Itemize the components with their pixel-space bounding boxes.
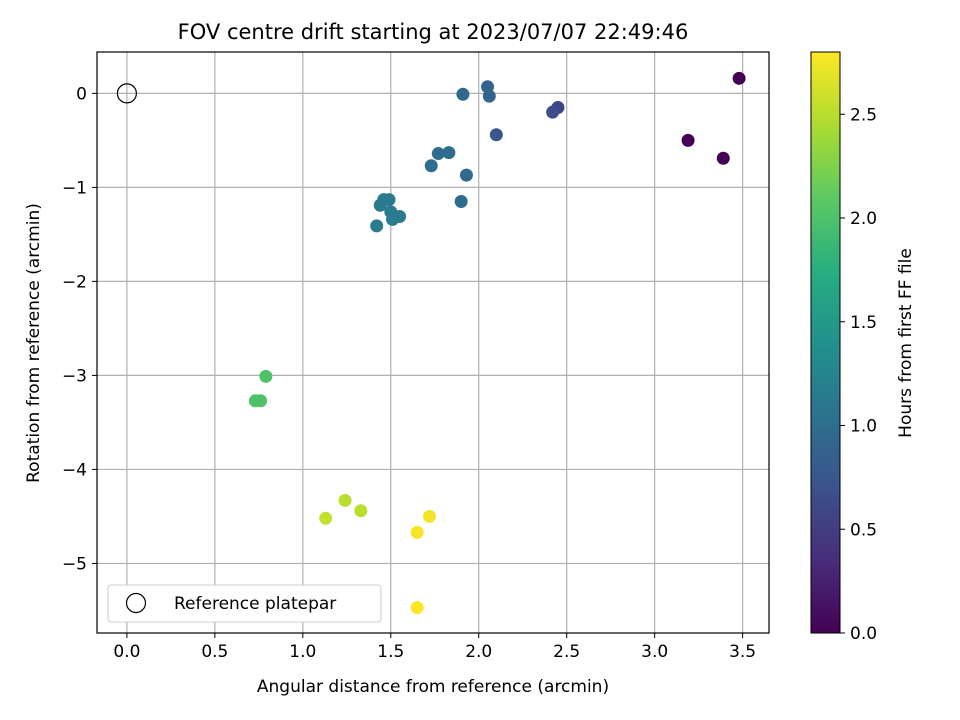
x-tick-label: 1.0 bbox=[289, 642, 316, 662]
chart-title: FOV centre drift starting at 2023/07/07 … bbox=[178, 20, 689, 44]
x-axis-ticks: 0.0 0.5 1.0 1.5 2.0 2.5 3.0 3.5 bbox=[113, 633, 756, 662]
data-point bbox=[716, 151, 730, 165]
data-point bbox=[546, 105, 560, 119]
data-point bbox=[254, 394, 268, 408]
grid-lines bbox=[97, 52, 769, 633]
data-point bbox=[456, 87, 470, 101]
data-point bbox=[386, 212, 400, 226]
colorbar-tick-label: 0.0 bbox=[850, 624, 877, 644]
data-point bbox=[431, 147, 445, 161]
data-point bbox=[354, 504, 368, 518]
y-tick-label: −3 bbox=[62, 366, 87, 386]
colorbar-tick-label: 1.0 bbox=[850, 417, 877, 437]
legend-box bbox=[107, 584, 382, 623]
data-point bbox=[422, 509, 436, 523]
x-tick-label: 3.0 bbox=[641, 642, 668, 662]
data-point bbox=[424, 159, 438, 173]
data-point bbox=[319, 511, 333, 525]
x-tick-label: 1.5 bbox=[377, 642, 404, 662]
y-tick-label: −4 bbox=[62, 460, 87, 480]
x-tick-label: 3.5 bbox=[729, 642, 756, 662]
colorbar-tick-label: 2.5 bbox=[850, 105, 877, 125]
data-point bbox=[442, 146, 456, 160]
x-tick-label: 2.0 bbox=[465, 642, 492, 662]
data-point bbox=[489, 128, 503, 142]
legend-reference-marker bbox=[125, 592, 147, 614]
data-point bbox=[410, 601, 424, 615]
legend-label: Reference platepar bbox=[174, 594, 336, 614]
data-point bbox=[681, 133, 695, 147]
data-point bbox=[459, 168, 473, 182]
colorbar-tick-label: 1.5 bbox=[850, 313, 877, 333]
y-axis-ticks: 0 −1 −2 −3 −4 −5 bbox=[62, 84, 97, 574]
data-point bbox=[410, 525, 424, 539]
colorbar-ticks: 0.0 0.5 1.0 1.5 2.0 2.5 bbox=[840, 105, 877, 644]
x-tick-label: 0.0 bbox=[113, 642, 140, 662]
data-point bbox=[373, 198, 387, 212]
y-axis-label: Rotation from reference (arcmin) bbox=[24, 203, 44, 483]
colorbar-gradient bbox=[810, 51, 841, 634]
y-tick-label: −5 bbox=[62, 554, 87, 574]
data-point bbox=[482, 89, 496, 103]
data-point bbox=[454, 194, 468, 208]
plot-frame bbox=[96, 51, 770, 634]
x-tick-label: 0.5 bbox=[201, 642, 228, 662]
data-point bbox=[732, 71, 746, 85]
reference-platepar-marker bbox=[116, 83, 138, 104]
data-point bbox=[338, 493, 352, 507]
legend: Reference platepar bbox=[107, 584, 382, 623]
x-tick-label: 2.5 bbox=[553, 642, 580, 662]
colorbar: 0.0 0.5 1.0 1.5 2.0 2.5 Hours from first FF f… bbox=[810, 51, 916, 644]
data-point bbox=[370, 219, 384, 233]
y-tick-label: −2 bbox=[62, 272, 87, 292]
y-tick-label: −1 bbox=[62, 178, 87, 198]
colorbar-label: Hours from first FF file bbox=[896, 248, 916, 438]
data-point bbox=[259, 369, 273, 383]
data-points bbox=[116, 71, 746, 615]
colorbar-tick-label: 0.5 bbox=[850, 520, 877, 540]
y-tick-label: 0 bbox=[76, 84, 87, 104]
x-axis-label: Angular distance from reference (arcmin) bbox=[257, 677, 609, 697]
colorbar-tick-label: 2.0 bbox=[850, 209, 877, 229]
